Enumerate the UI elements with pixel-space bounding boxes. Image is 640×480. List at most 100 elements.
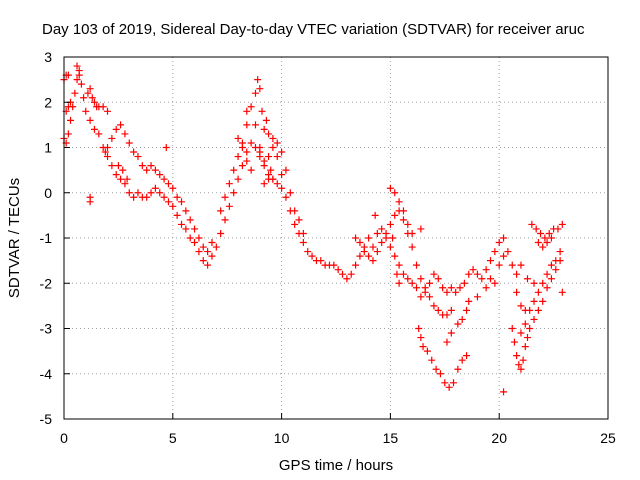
data-point (404, 220, 412, 228)
data-point (267, 166, 275, 174)
data-point (243, 148, 251, 156)
y-tick-label: 1 (44, 140, 52, 156)
data-point (408, 229, 416, 237)
data-point (439, 284, 447, 292)
data-point (304, 248, 312, 256)
data-point (393, 270, 401, 278)
data-point (413, 261, 421, 269)
x-tick-label: 15 (383, 430, 399, 446)
data-point (508, 261, 516, 269)
data-point (138, 162, 146, 170)
data-point (104, 153, 112, 161)
x-axis-label: GPS time / hours (279, 457, 393, 474)
y-tick-label: -5 (40, 411, 53, 427)
data-point (243, 121, 251, 129)
data-point (273, 139, 281, 147)
data-point (495, 239, 503, 247)
data-point (80, 94, 88, 102)
data-point (434, 306, 442, 314)
data-point (447, 329, 455, 337)
data-point (378, 239, 386, 247)
data-point (221, 216, 229, 224)
data-point (260, 180, 268, 188)
data-point (221, 193, 229, 201)
data-point (73, 62, 81, 70)
data-point (82, 107, 90, 115)
data-point (547, 275, 555, 283)
data-point (365, 252, 373, 260)
data-point (186, 216, 194, 224)
data-point (273, 180, 281, 188)
data-point (526, 325, 534, 332)
data-point (225, 202, 233, 210)
data-point (169, 184, 177, 192)
data-point (86, 198, 94, 206)
data-point (84, 89, 92, 97)
data-point (160, 193, 168, 201)
data-point (130, 193, 138, 201)
data-point (119, 166, 127, 174)
data-point (543, 239, 551, 247)
data-point (225, 180, 233, 188)
data-point (73, 76, 81, 84)
data-point (278, 148, 286, 156)
data-point (186, 234, 194, 242)
series-track-c (217, 76, 307, 237)
data-point (539, 279, 547, 287)
data-point (552, 266, 560, 274)
y-tick-label: -3 (40, 321, 53, 337)
data-point (117, 175, 125, 183)
data-point (500, 234, 508, 242)
data-point (217, 207, 225, 215)
data-point (500, 252, 508, 260)
data-point (86, 116, 94, 124)
data-point (147, 162, 155, 170)
data-point (445, 383, 453, 391)
data-point (234, 175, 242, 183)
data-point (247, 166, 255, 174)
data-point (473, 270, 481, 278)
data-point (243, 157, 251, 165)
data-point (156, 171, 164, 179)
data-point (500, 388, 508, 396)
data-point (151, 184, 159, 192)
data-point (317, 257, 325, 265)
data-point (517, 302, 525, 310)
data-point (417, 293, 425, 301)
data-point (443, 288, 451, 296)
data-point (491, 279, 499, 287)
data-point (234, 153, 242, 161)
data-point (443, 311, 451, 319)
data-point (399, 207, 407, 215)
data-point (195, 234, 203, 242)
data-point (258, 107, 266, 115)
data-point (254, 76, 262, 84)
data-point (108, 162, 116, 170)
data-point (114, 162, 122, 170)
data-point (143, 193, 151, 201)
data-point (352, 261, 360, 269)
data-point (369, 257, 377, 265)
data-point (391, 189, 399, 197)
data-point (486, 257, 494, 265)
data-point (191, 239, 199, 247)
data-point (143, 166, 151, 174)
data-point (373, 248, 381, 256)
data-point (251, 121, 259, 129)
grid (64, 57, 608, 419)
data-point (291, 220, 299, 228)
data-point (160, 175, 168, 183)
data-point (441, 379, 449, 387)
data-point (519, 356, 527, 364)
data-point (541, 234, 549, 242)
data-point (513, 352, 521, 360)
data-point (465, 270, 473, 278)
data-point (452, 288, 460, 296)
data-point (299, 229, 307, 237)
data-point (558, 288, 566, 296)
data-point (460, 279, 468, 287)
data-point (395, 198, 403, 206)
data-point (399, 270, 407, 278)
data-point (504, 248, 512, 256)
data-point (517, 365, 525, 373)
